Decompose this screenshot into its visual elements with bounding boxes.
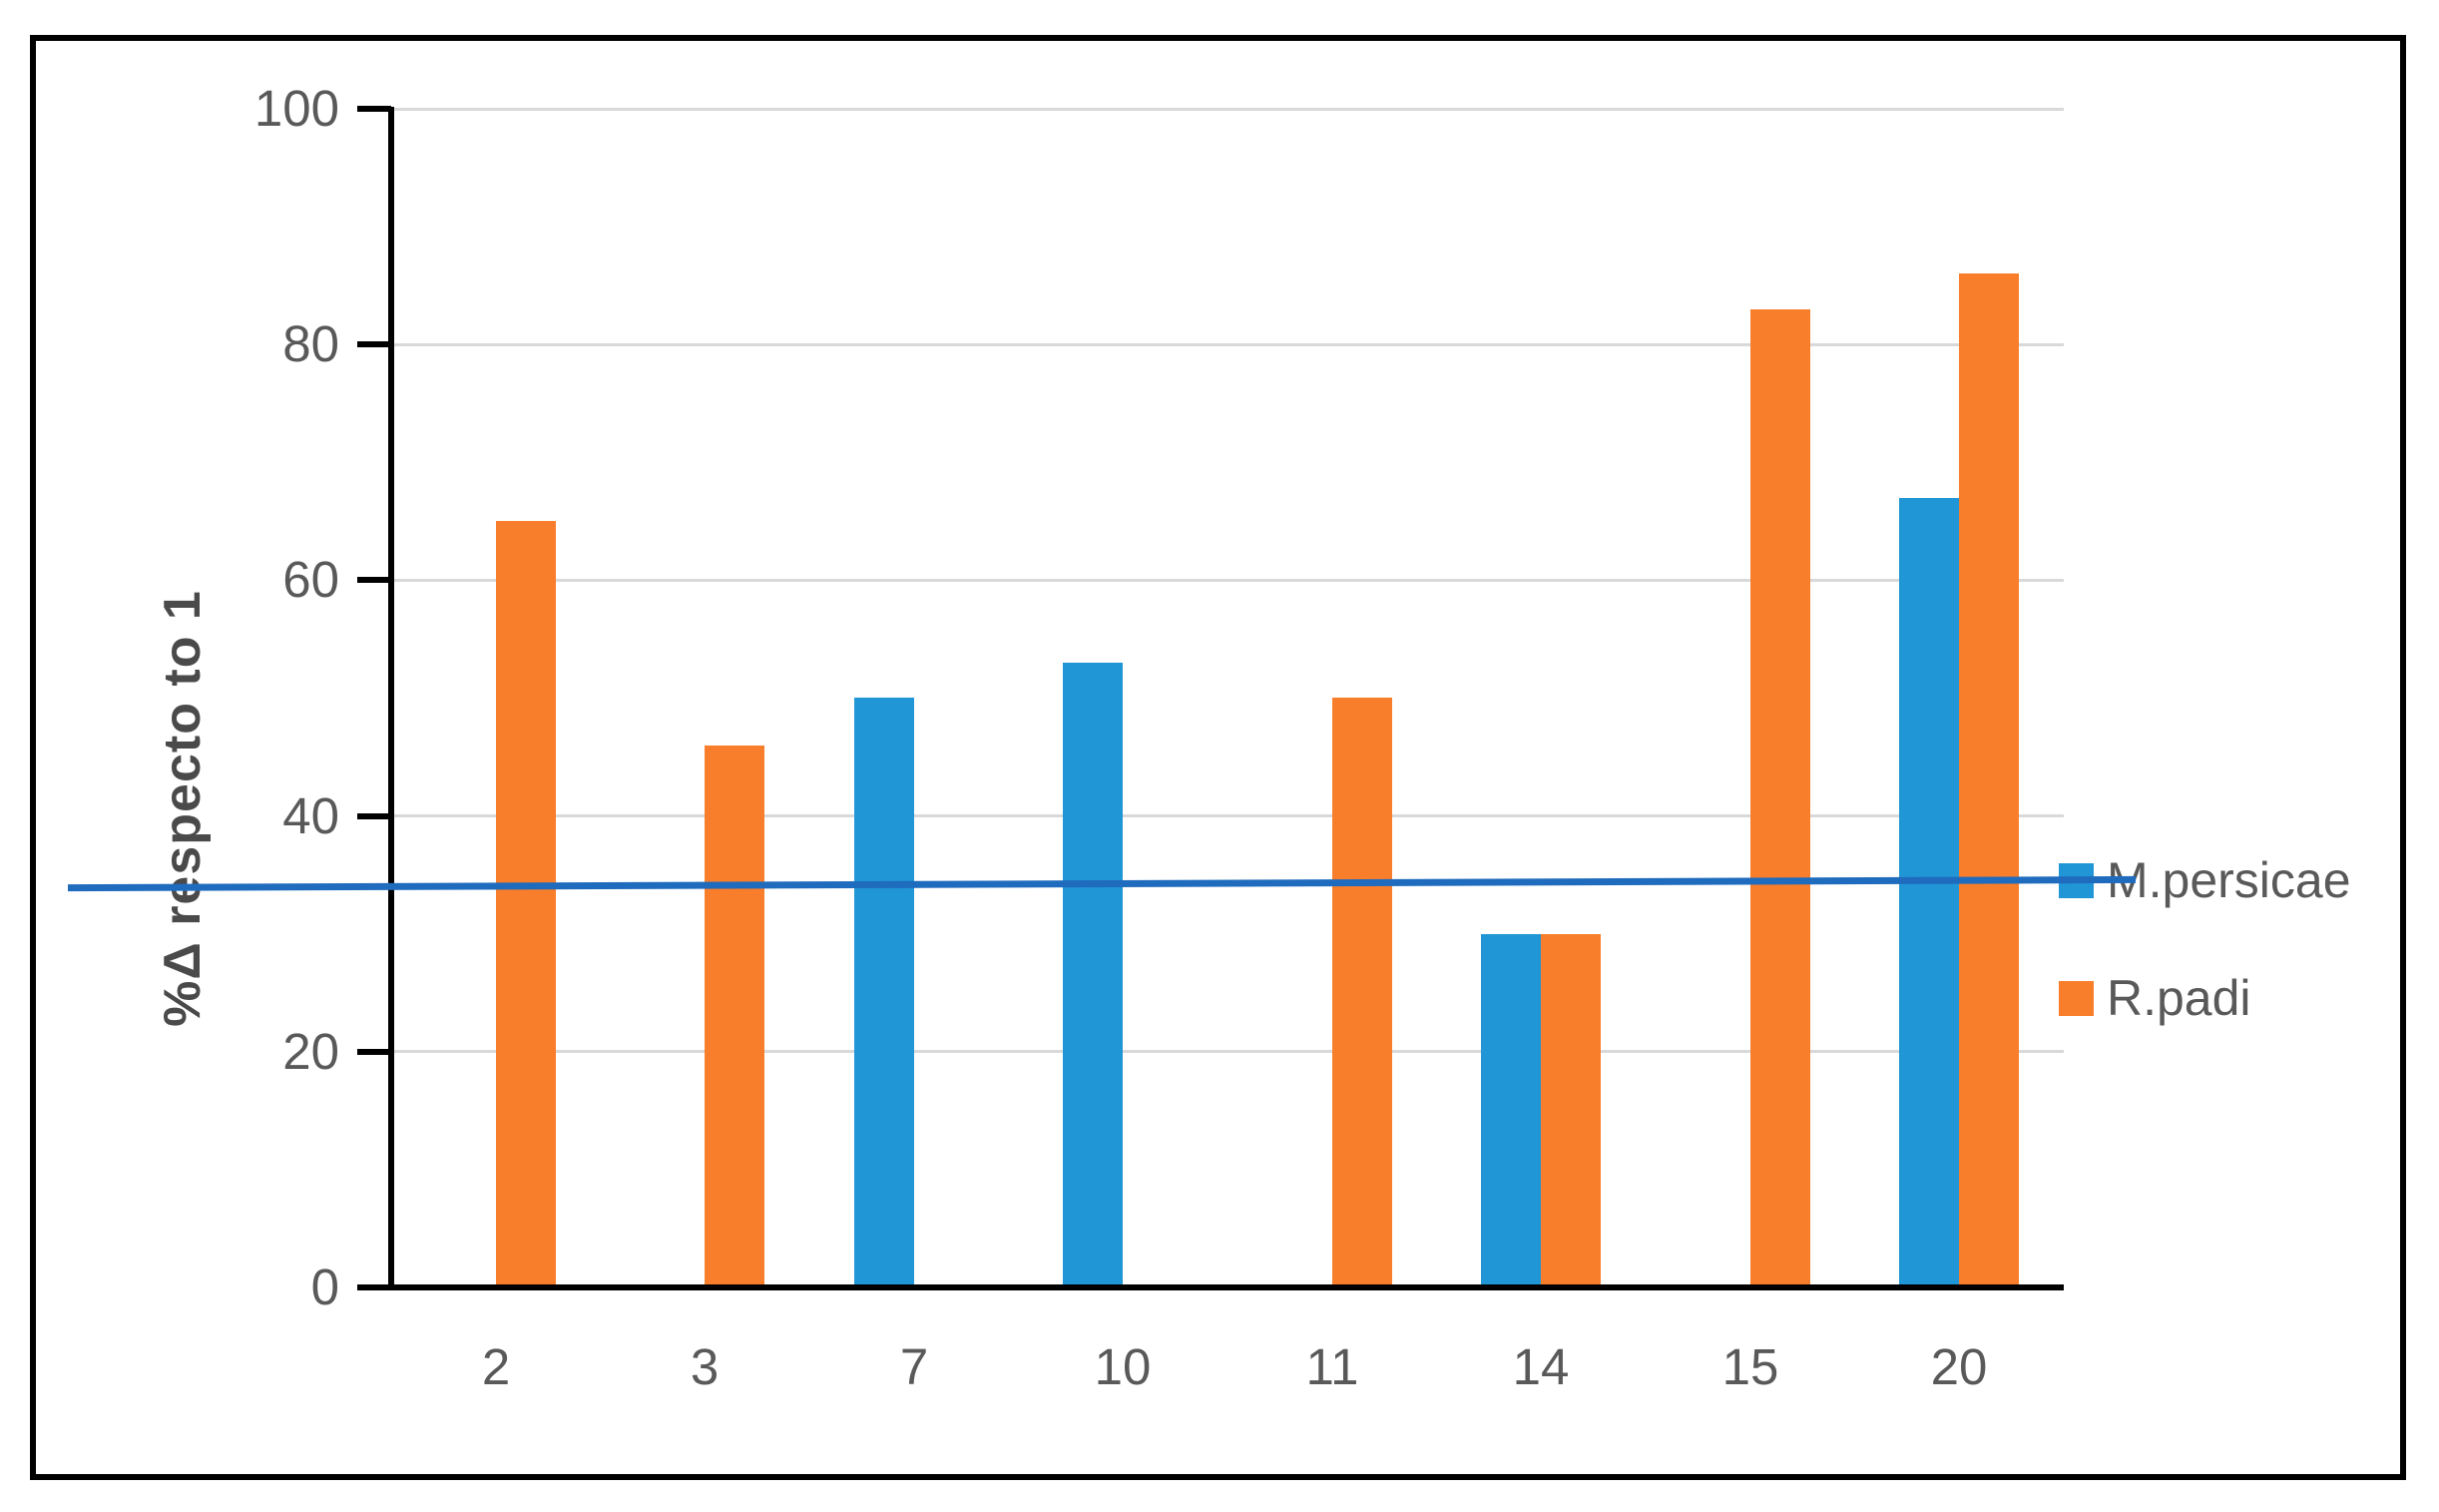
bar-m-persicae-cat-20 [1899,498,1959,1287]
x-tick-label-7: 7 [899,1338,929,1395]
y-tick-100 [357,106,391,112]
y-tick-label-80: 80 [282,315,339,373]
legend-item-m-persicae: M.persicae [2059,852,2351,908]
legend: M.persicae R.padi [2059,852,2351,1097]
x-tick-label-2: 2 [481,1338,511,1395]
gridline-y-100 [391,107,2064,111]
legend-label-r-padi: R.padi [2107,970,2251,1026]
legend-swatch-m-persicae [2059,862,2094,898]
y-axis [388,107,394,1290]
bar-r-padi-cat-11 [1332,698,1392,1287]
y-tick-80 [357,341,391,348]
y-tick-0 [357,1284,391,1290]
y-tick-label-20: 20 [282,1022,339,1080]
y-tick-40 [357,812,391,819]
legend-swatch-r-padi [2059,980,2094,1016]
gridline-y-20 [391,1050,2064,1054]
gridline-y-60 [391,578,2064,582]
bar-m-persicae-cat-14 [1481,934,1541,1287]
y-tick-20 [357,1048,391,1055]
y-tick-label-60: 60 [282,551,339,609]
y-tick-label-100: 100 [253,80,339,137]
bar-m-persicae-cat-10 [1063,663,1123,1287]
x-tick-label-14: 14 [1512,1338,1570,1395]
y-tick-label-0: 0 [310,1259,339,1315]
bar-r-padi-cat-2 [496,521,556,1287]
x-tick-label-3: 3 [690,1338,720,1395]
bar-r-padi-cat-15 [1750,309,1810,1287]
bar-r-padi-cat-3 [705,746,764,1287]
y-tick-label-40: 40 [282,786,339,844]
legend-label-m-persicae: M.persicae [2107,852,2351,908]
legend-item-r-padi: R.padi [2059,970,2351,1026]
gridline-y-80 [391,342,2064,346]
bar-m-persicae-cat-7 [854,698,914,1287]
x-tick-label-20: 20 [1930,1338,1988,1395]
x-tick-label-11: 11 [1305,1338,1359,1395]
x-tick-label-10: 10 [1094,1338,1152,1395]
x-axis [388,1284,2064,1290]
figure-border [30,35,2406,1480]
gridline-y-40 [391,814,2064,818]
x-tick-label-15: 15 [1721,1338,1779,1395]
y-tick-60 [357,577,391,584]
bar-r-padi-cat-20 [1959,273,2019,1287]
bar-r-padi-cat-14 [1541,934,1601,1287]
